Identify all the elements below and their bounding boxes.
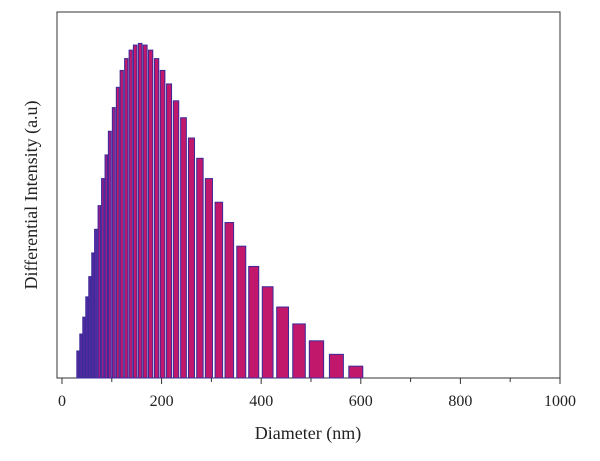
bar — [85, 296, 89, 379]
bar — [111, 107, 116, 379]
x-tick-label: 0 — [58, 393, 66, 410]
x-axis-title: Diameter (nm) — [255, 423, 361, 444]
bar — [94, 228, 98, 379]
bar — [236, 245, 247, 379]
bar — [137, 42, 143, 379]
bar — [204, 178, 213, 379]
bar — [82, 316, 86, 379]
bar — [104, 154, 109, 379]
bar — [187, 137, 196, 379]
bar — [142, 44, 148, 379]
bar — [172, 100, 180, 379]
bar — [91, 252, 95, 379]
x-tick-label: 800 — [448, 393, 472, 410]
bars-group — [76, 42, 364, 379]
bar — [348, 365, 364, 379]
x-tick-label: 200 — [150, 393, 174, 410]
bar — [248, 265, 260, 379]
y-axis-title: Differential Intensity (a.u) — [21, 100, 42, 289]
bar — [224, 222, 235, 379]
bar — [128, 49, 133, 379]
bar — [88, 276, 92, 379]
bar — [132, 44, 138, 379]
bar — [261, 286, 274, 379]
bar — [180, 117, 187, 379]
bar — [308, 340, 325, 379]
bar — [119, 69, 124, 379]
bar — [153, 58, 160, 379]
bar — [115, 86, 120, 379]
bar — [124, 58, 129, 379]
bar — [166, 83, 173, 379]
bar — [97, 205, 102, 379]
bar — [159, 69, 166, 379]
bar — [276, 306, 290, 379]
x-tick-label: 400 — [249, 393, 273, 410]
x-tick-label: 600 — [349, 393, 373, 410]
bar — [101, 178, 105, 379]
x-tick-label: 1000 — [544, 393, 576, 410]
bar — [292, 323, 306, 379]
bar — [214, 201, 224, 379]
bar — [147, 49, 154, 379]
x-ticks-group: 0 200 400 600 800 1000 — [58, 378, 576, 410]
bar — [107, 130, 112, 379]
bar — [328, 353, 344, 379]
bar — [196, 157, 204, 379]
bar — [79, 333, 83, 379]
bar — [76, 350, 80, 379]
